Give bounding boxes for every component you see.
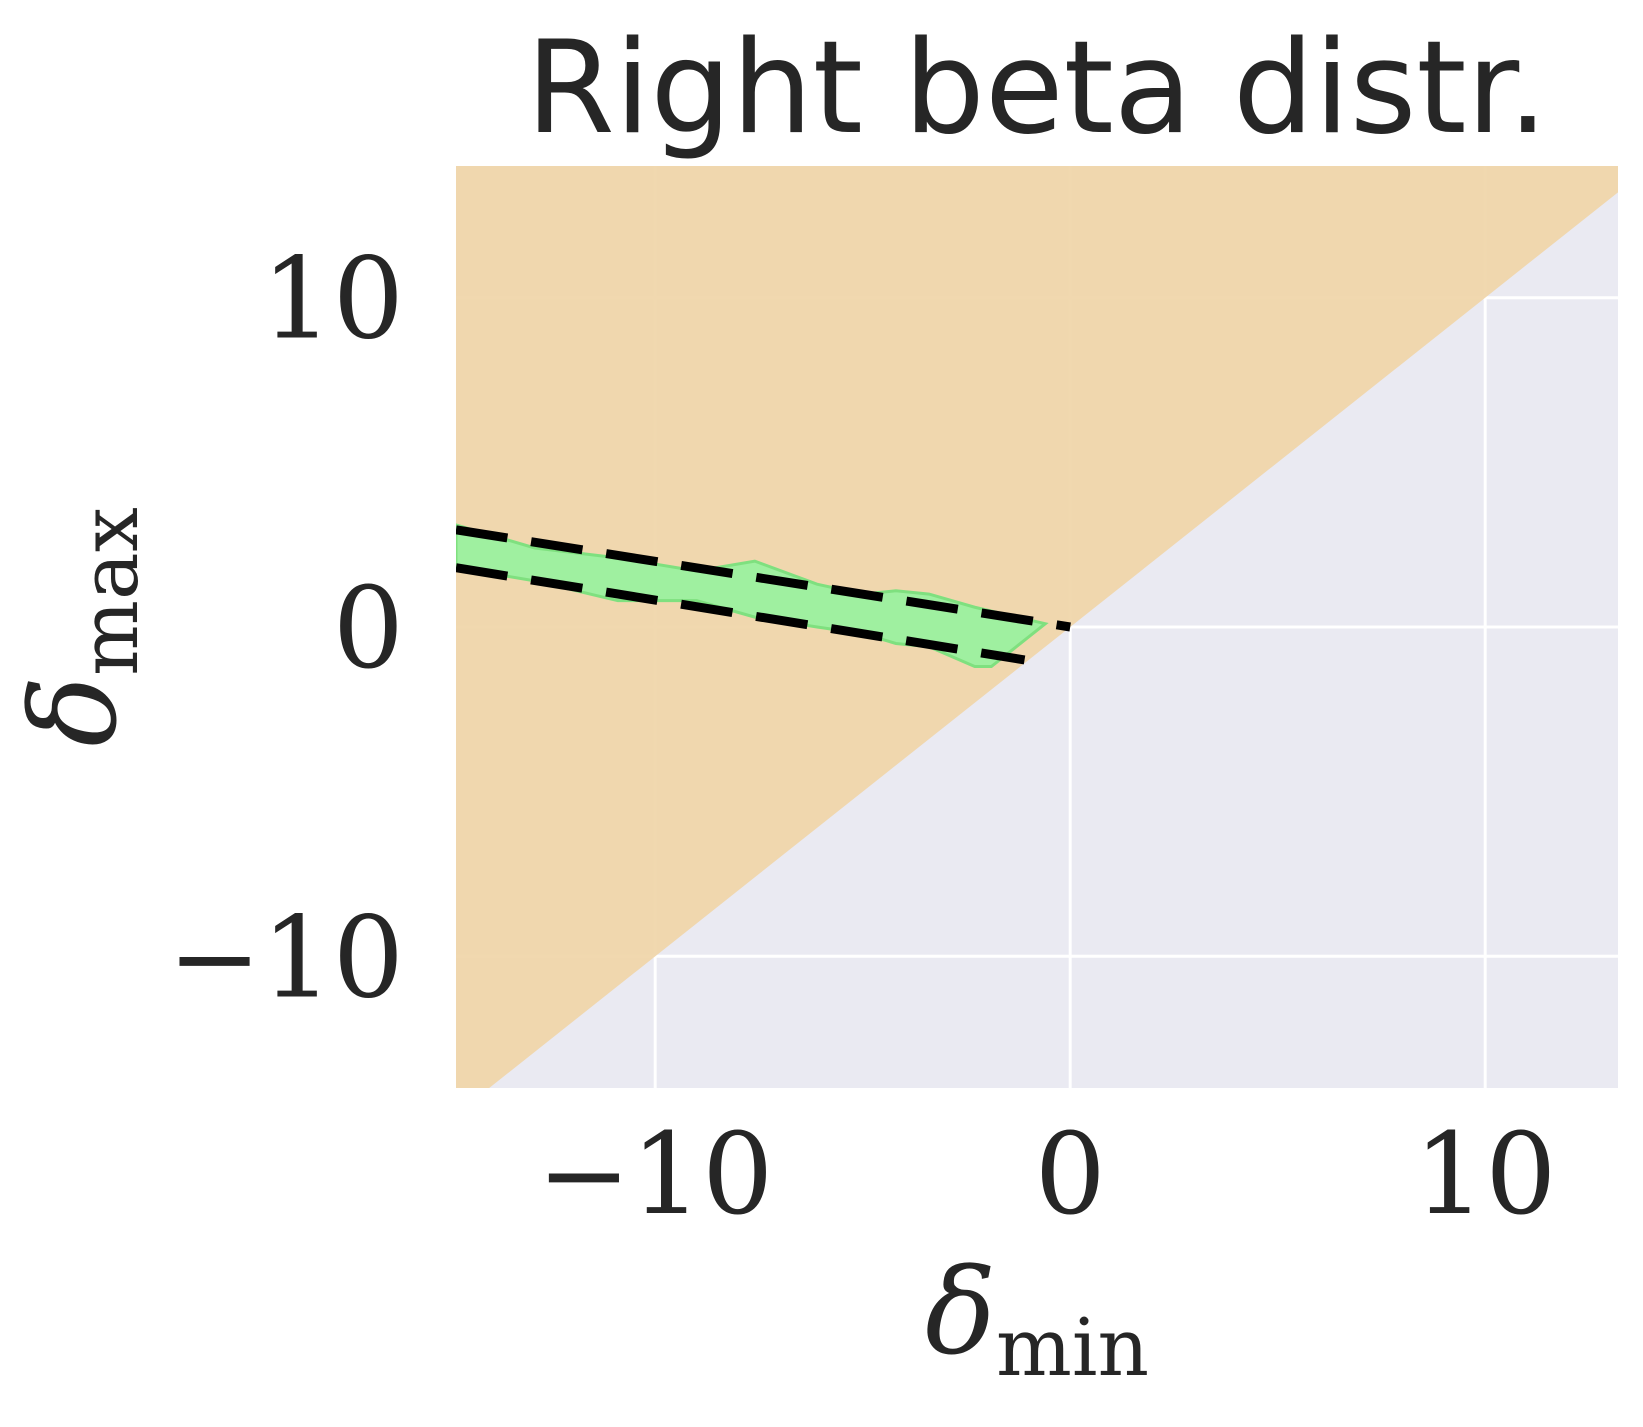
x-axis-symbol: δ <box>925 1243 996 1381</box>
chart-title: Right beta distr. <box>526 14 1548 163</box>
band-area <box>456 523 1049 669</box>
x-tick-labels: −10 0 10 <box>537 1110 1556 1240</box>
x-tick-label-0: −10 <box>537 1110 773 1240</box>
x-tick-label-1: 0 <box>1035 1110 1106 1240</box>
x-axis-subscript: min <box>996 1301 1149 1394</box>
y-axis-label: δmax <box>5 507 156 747</box>
y-tick-label-2: 10 <box>261 235 404 365</box>
plot-content <box>456 166 1618 1088</box>
y-axis-subscript: max <box>63 507 156 676</box>
x-axis-label: δmin <box>925 1243 1149 1394</box>
dashed-line-1 <box>456 525 1071 632</box>
y-tick-label-1: 0 <box>333 564 404 694</box>
y-axis-symbol: δ <box>5 676 143 747</box>
dashed-line-2 <box>456 563 1026 665</box>
x-tick-label-2: 10 <box>1414 1110 1557 1240</box>
y-tick-labels: −10 0 10 <box>168 235 404 1024</box>
y-tick-label-0: −10 <box>168 893 404 1023</box>
